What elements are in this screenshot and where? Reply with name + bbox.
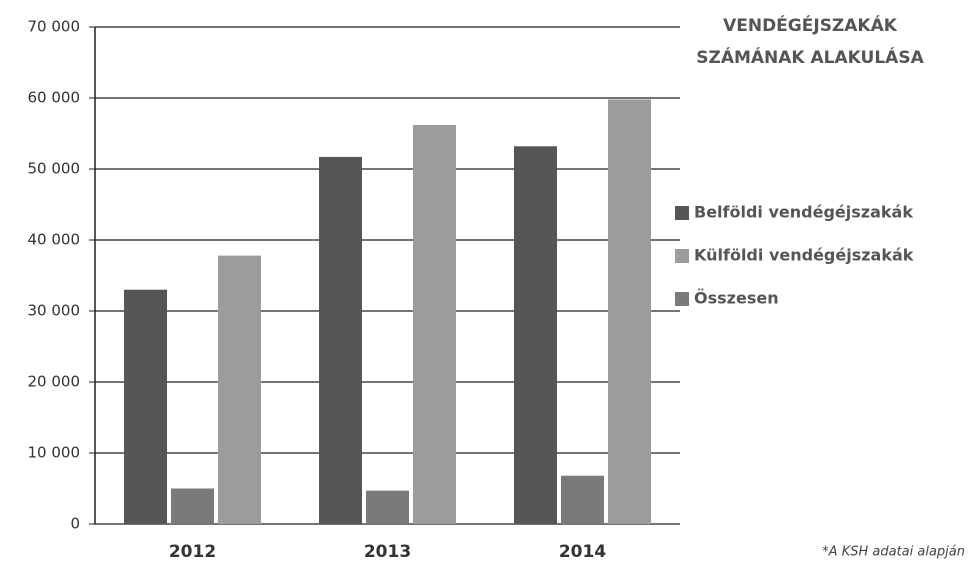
bar [608, 99, 651, 525]
legend-swatch [675, 292, 689, 306]
legend-swatch [675, 249, 689, 263]
chart-title: VENDÉGÉJSZAKÁK [723, 14, 898, 36]
y-tick-label: 70 000 [28, 18, 81, 36]
bar [319, 156, 362, 524]
legend-swatch [675, 206, 689, 220]
bar [366, 490, 409, 524]
y-tick-label: 30 000 [28, 302, 81, 320]
x-tick-label: 2014 [559, 542, 606, 562]
bar [413, 124, 456, 524]
bar [124, 289, 167, 524]
y-tick-label: 20 000 [28, 373, 81, 391]
legend-label: Összesen [694, 289, 779, 308]
x-tick-label: 2012 [169, 542, 216, 562]
bar [514, 146, 557, 524]
chart-title: SZÁMÁNAK ALAKULÁSA [696, 46, 924, 68]
y-tick-label: 10 000 [28, 444, 81, 462]
y-tick-label: 50 000 [28, 160, 81, 178]
x-tick-label: 2013 [364, 542, 411, 562]
y-tick-label: 60 000 [28, 89, 81, 107]
bar [218, 255, 261, 524]
y-tick-label: 0 [70, 515, 80, 533]
source-note: *A KSH adatai alapján [822, 545, 965, 560]
legend-label: Belföldi vendégéjszakák [694, 203, 913, 222]
bar [561, 475, 604, 524]
y-tick-label: 40 000 [28, 231, 81, 249]
bar [171, 488, 214, 524]
legend-label: Külföldi vendégéjszakák [694, 246, 914, 265]
